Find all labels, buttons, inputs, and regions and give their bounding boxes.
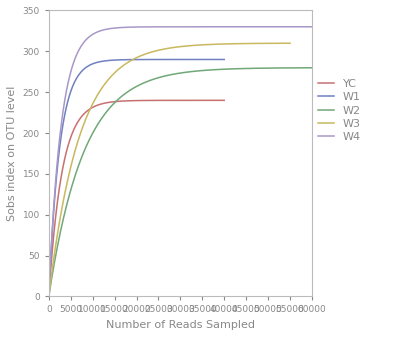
Line: W2: W2 [49,68,312,297]
YC [46,295,51,299]
W2 [153,76,158,81]
YC [186,98,191,102]
Line: W3: W3 [49,43,290,297]
W1 [124,58,128,62]
YC [167,98,172,102]
W2 [256,66,261,70]
Legend: YC, W1, W2, W3, W4: YC, W1, W2, W3, W4 [318,79,361,142]
W2 [162,74,167,78]
W2 [252,66,256,70]
W1 [167,58,172,62]
W3 [234,42,239,46]
W2 [310,66,314,70]
W3 [239,41,244,45]
W4 [310,25,314,29]
W2 [73,172,78,176]
W1 [186,57,191,61]
W1 [222,57,227,61]
W4 [227,25,232,29]
W2 [227,67,232,71]
Line: YC: YC [49,100,224,297]
W3 [212,42,217,46]
W1 [183,57,188,61]
W3 [46,295,51,299]
W4 [73,55,78,59]
W4 [256,25,261,29]
YC [117,99,122,103]
Line: W4: W4 [49,27,312,297]
W4 [162,25,167,29]
W4 [252,25,256,29]
W1 [117,58,122,62]
Line: W1: W1 [49,59,224,297]
W1 [64,104,69,108]
W3 [71,155,76,159]
W3 [288,41,292,45]
W2 [46,295,51,299]
W1 [46,295,51,299]
YC [183,98,188,102]
W4 [153,25,158,29]
W3 [144,52,149,56]
W4 [46,295,51,299]
YC [64,149,69,153]
X-axis label: Number of Reads Sampled: Number of Reads Sampled [106,320,255,330]
YC [222,98,227,102]
W3 [153,49,158,53]
Y-axis label: Sobs index on OTU level: Sobs index on OTU level [7,86,17,221]
YC [124,99,128,103]
